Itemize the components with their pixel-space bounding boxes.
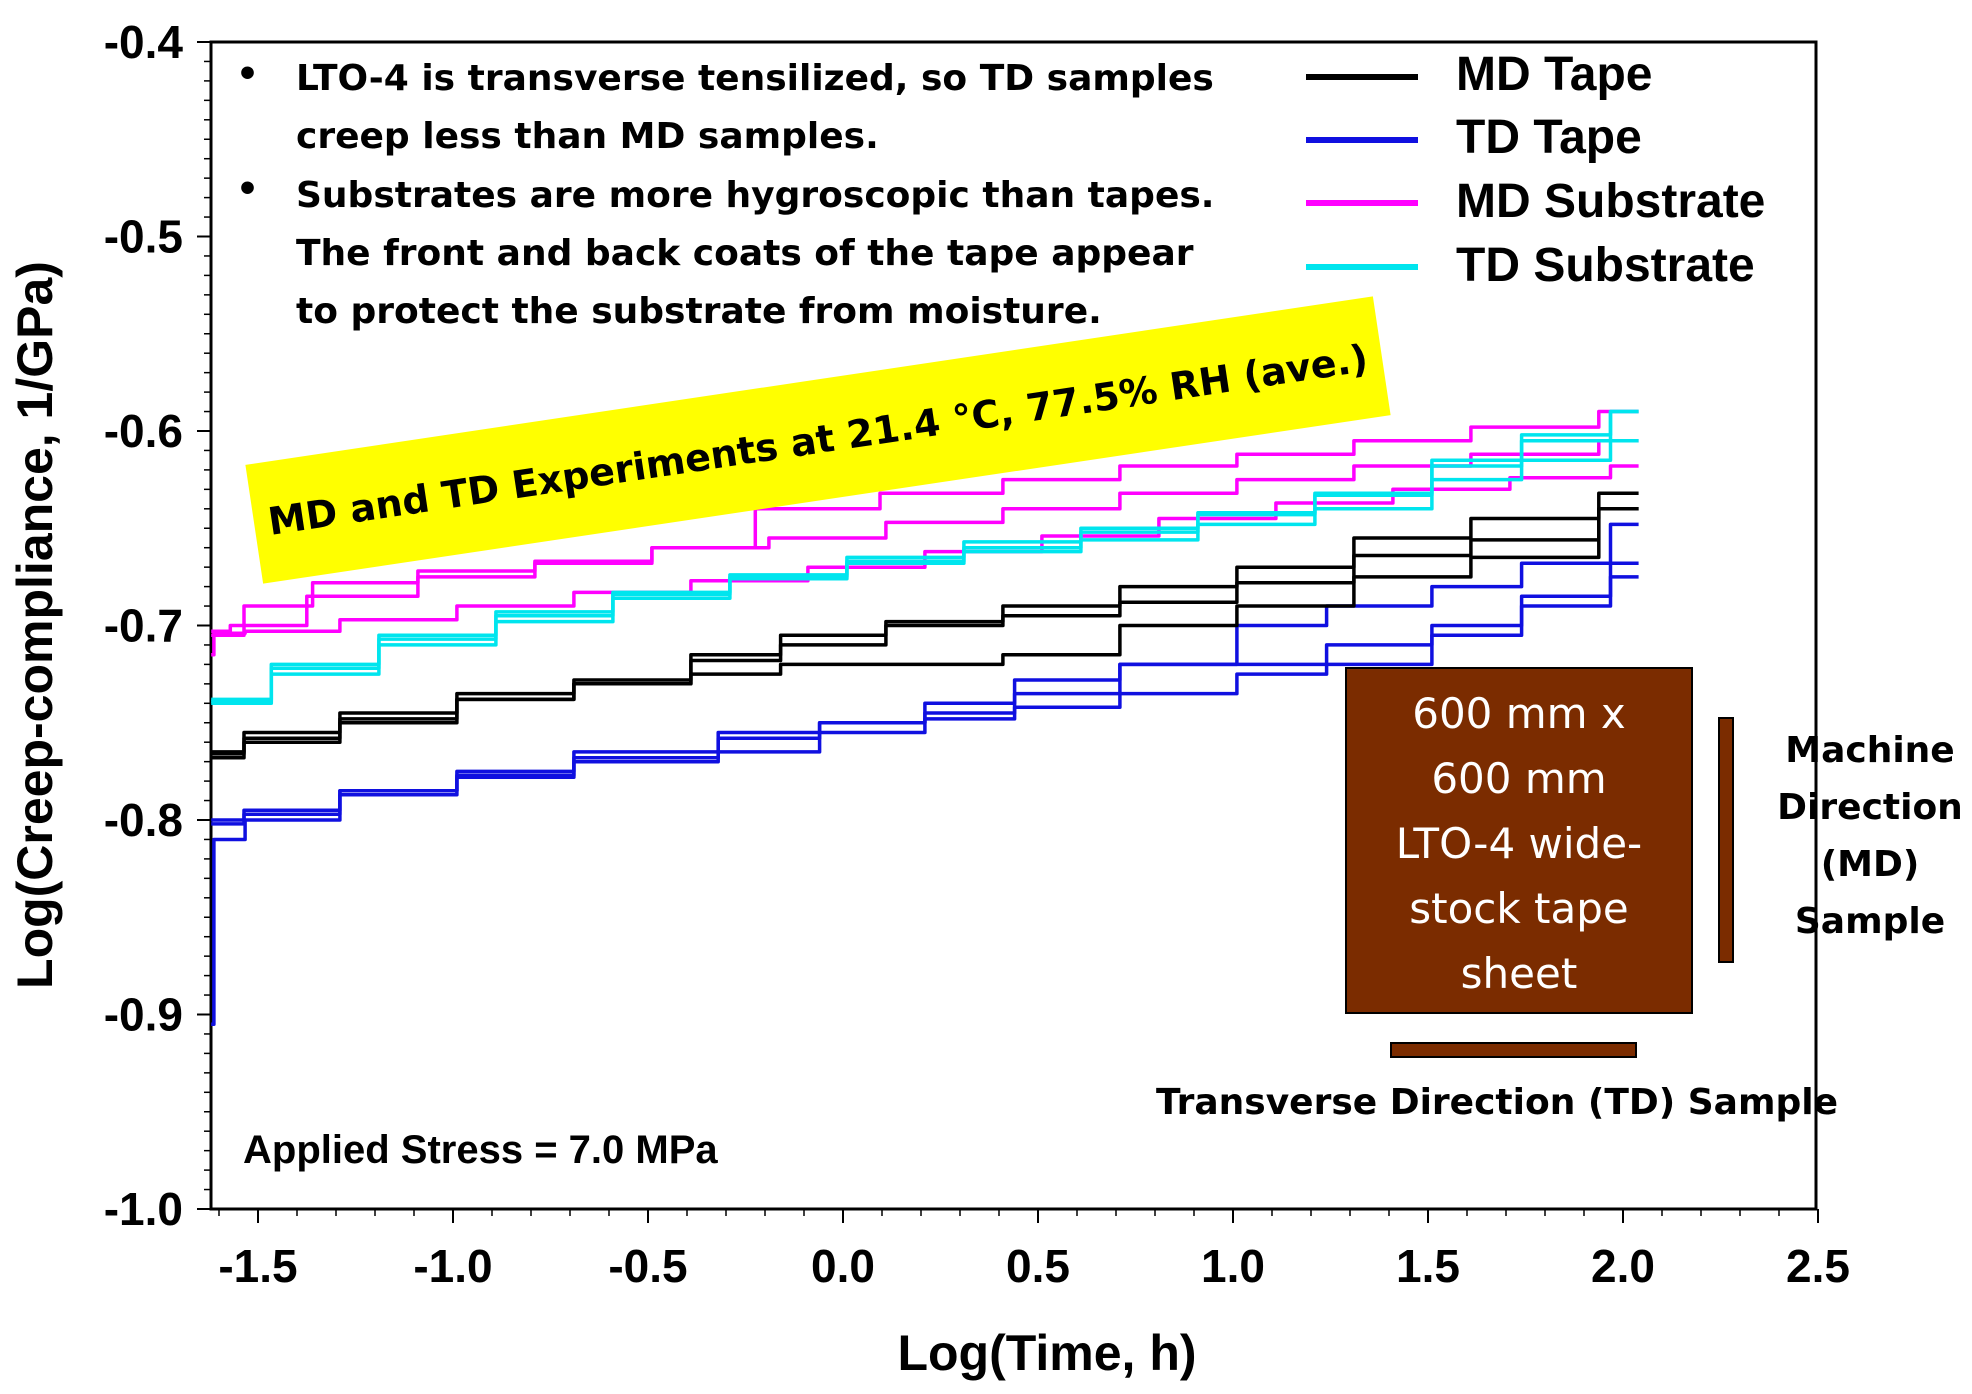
tape-sheet: [1345, 667, 1693, 1014]
td-sample-strip: [1390, 1042, 1637, 1058]
x-tick-label: 0.0: [811, 1240, 875, 1292]
series-line-md-substrate: [211, 438, 1639, 637]
y-tick-label: -0.5: [104, 211, 183, 263]
note-line-5: to protect the substrate from moisture.: [296, 291, 1102, 332]
x-tick-label: -1.0: [413, 1240, 492, 1292]
md-sample-line-2: Direction: [1777, 787, 1963, 828]
x-tick-label: 0.5: [1006, 1240, 1070, 1292]
y-tick-label: -0.9: [104, 989, 183, 1041]
legend-item-md-substrate: MD Substrate: [1306, 175, 1765, 228]
series-line-md-tape: [211, 507, 1639, 756]
notes-block: • LTO-4 is transverse tensilized, so TD …: [236, 54, 1214, 332]
tape-sheet-line-4: stock tape: [1409, 884, 1629, 933]
y-tick-label: -0.8: [104, 794, 183, 846]
y-tick-label: -0.6: [104, 405, 183, 457]
note-bullet-1: •: [236, 54, 259, 95]
axis-tick-labels: -1.5 -1.0 -0.5 0.0 0.5 1.0 1.5 2.0 2.5 -1.0 -0.9 -0…: [104, 16, 1850, 1292]
note-line-2: creep less than MD samples.: [296, 116, 879, 157]
md-sample-line-3: (MD): [1821, 844, 1920, 885]
y-tick-label: -0.7: [104, 600, 183, 652]
note-line-3: Substrates are more hygroscopic than tap…: [296, 175, 1214, 216]
series-line-td-tape: [211, 561, 1639, 826]
x-tick-label: 1.0: [1201, 1240, 1265, 1292]
legend-label-md-substrate: MD Substrate: [1456, 175, 1765, 228]
applied-stress-label: Applied Stress = 7.0 MPa: [243, 1128, 718, 1172]
md-sample-line-4: Sample: [1795, 901, 1945, 942]
note-bullet-2: •: [236, 169, 259, 210]
x-tick-label: 1.5: [1396, 1240, 1460, 1292]
x-tick-label: -0.5: [608, 1240, 687, 1292]
legend-item-td-substrate: TD Substrate: [1306, 239, 1755, 292]
conditions-banner: MD and TD Experiments at 21.4 °C, 77.5% …: [245, 296, 1391, 584]
x-tick-label: -1.5: [218, 1240, 297, 1292]
legend-item-md-tape: MD Tape: [1306, 48, 1652, 101]
y-tick-label: -1.0: [104, 1183, 183, 1235]
legend: MD Tape TD Tape MD Substrate TD Substrat…: [1306, 48, 1765, 292]
y-axis-title: Log(Creep-compliance, 1/GPa): [7, 261, 63, 989]
series-layer: [211, 409, 1639, 1026]
tape-sheet-line-1: 600 mm x: [1412, 689, 1626, 738]
conditions-banner-background: [245, 296, 1391, 584]
x-axis-title: Log(Time, h): [897, 1325, 1196, 1381]
md-sample-strip: [1718, 717, 1734, 963]
tape-sheet-line-3: LTO-4 wide-: [1396, 819, 1642, 868]
note-line-1: LTO-4 is transverse tensilized, so TD sa…: [296, 58, 1214, 99]
series-line-md-substrate: [211, 464, 1639, 657]
x-tick-label: 2.5: [1786, 1240, 1850, 1292]
x-tick-label: 2.0: [1591, 1240, 1655, 1292]
y-tick-label: -0.4: [104, 16, 184, 68]
note-line-4: The front and back coats of the tape app…: [296, 233, 1194, 274]
legend-item-td-tape: TD Tape: [1306, 111, 1642, 164]
series-line-md-tape: [211, 507, 1639, 760]
axis-ticks: [197, 41, 1819, 1223]
sample-schematic: 600 mm x 600 mm LTO-4 wide- stock tape s…: [1156, 667, 1963, 1123]
series-line-md-substrate: [211, 409, 1639, 634]
legend-label-td-substrate: TD Substrate: [1456, 239, 1755, 292]
tape-sheet-line-2: 600 mm: [1431, 754, 1606, 803]
legend-label-td-tape: TD Tape: [1456, 111, 1642, 164]
series-line-td-substrate: [211, 438, 1639, 702]
tape-sheet-line-5: sheet: [1461, 949, 1578, 998]
series-line-td-tape: [211, 575, 1639, 1026]
legend-label-md-tape: MD Tape: [1456, 48, 1652, 101]
md-sample-line-1: Machine: [1785, 730, 1954, 771]
td-sample-label: Transverse Direction (TD) Sample: [1156, 1082, 1838, 1123]
